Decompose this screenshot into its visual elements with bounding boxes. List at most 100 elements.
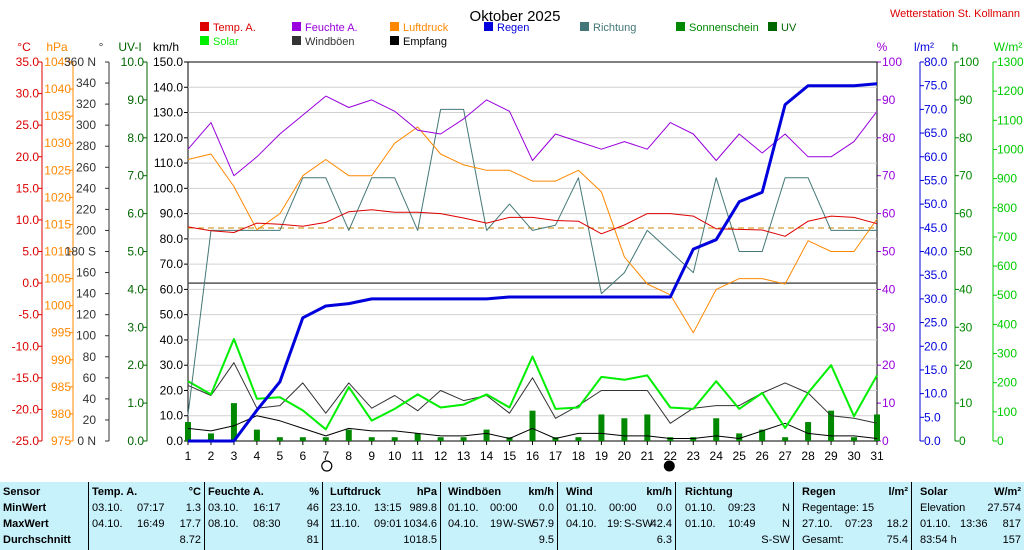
sunshine-bar (506, 437, 513, 441)
humidity-tick-label: 60 (882, 207, 896, 221)
direction-header: Richtung (685, 486, 733, 498)
temp-header: Temp. A. (92, 486, 138, 498)
series-line-temp-a (187, 209, 878, 237)
wind-tick-label: 110.0 (154, 156, 183, 170)
direction-tick-label: 180 S (65, 245, 96, 259)
humidity-header: Feuchte A. (208, 486, 264, 498)
gusts-header: Windböen (448, 486, 502, 498)
rain-days: Regentage: 15 (802, 502, 875, 514)
x-tick-label: 10 (388, 449, 402, 463)
temp-tick-label: 5.0 (22, 245, 39, 259)
sunshine-bar (575, 437, 582, 441)
direction-avg: S-SW (761, 534, 790, 546)
wind-min-time: 00:00 (609, 502, 637, 514)
gusts-min-date: 01.10. (448, 502, 479, 514)
new-moon-icon (663, 460, 675, 472)
solar-tick-label: 1200 (997, 84, 1024, 98)
uv-tick-label: 1.0 (127, 396, 144, 410)
x-tick-label: 14 (480, 449, 494, 463)
pressure-tick-label: 1005 (44, 272, 71, 286)
wind-max-value: 42.4 (650, 518, 672, 530)
sunhours-tick-label: 10 (959, 396, 973, 410)
legend-swatch (292, 36, 301, 45)
x-tick-label: 13 (457, 449, 471, 463)
stats-label-max: MaxWert (3, 518, 49, 530)
wind-tick-label: 90.0 (160, 207, 184, 221)
rain-max-value: 18.2 (886, 518, 908, 530)
temp-tick-label: 25.0 (16, 118, 40, 132)
x-tick-label: 29 (824, 449, 838, 463)
humidity-tick-label: 50 (882, 245, 896, 259)
solar-elevation-value: 27.574 (987, 502, 1021, 514)
wind-tick-label: 30.0 (160, 358, 184, 372)
wind-tick-label: 0.0 (166, 434, 183, 448)
temp-unit: °C (188, 486, 201, 498)
wind-tick-label: 130.0 (153, 106, 183, 120)
sunhours-tick-label: 90 (959, 93, 973, 107)
pressure-max-time: 09:01 (374, 518, 402, 530)
stats-col-pressure: Luftdruck hPa 23.10. 13:15 989.8 11.10. 09:0… (323, 482, 440, 550)
humidity-tick-label: 100 (882, 55, 902, 69)
uv-tick-label: 9.0 (127, 93, 144, 107)
solar-tick-label: 600 (997, 259, 1017, 273)
solar-tick-label: 400 (997, 317, 1017, 331)
legend-swatch (484, 22, 493, 31)
humidity-min-date: 03.10. (208, 502, 239, 514)
humidity-max-time: 08:30 (253, 518, 281, 530)
legend-label: Richtung (593, 22, 636, 34)
pressure-tick-label: 990 (51, 353, 71, 367)
x-tick-label: 26 (755, 449, 769, 463)
x-tick-label: 15 (503, 449, 517, 463)
x-tick-label: 8 (345, 449, 352, 463)
sunshine-bar (345, 429, 352, 441)
direction-tick-label: 360 N (64, 55, 96, 69)
gusts-max-direction: W-SW (503, 518, 535, 530)
temp-tick-label: -5.0 (18, 308, 39, 322)
direction-tick-label: 0 N (77, 434, 96, 448)
wind-min-value: 0.0 (656, 502, 672, 514)
wind-tick-label: 20.0 (160, 383, 184, 397)
sunshine-bar (207, 433, 214, 441)
plot-frame (187, 61, 878, 442)
stats-col-temp: Temp. A. °C 03.10. 07:17 1.3 04.10. 16:49 17.… (89, 482, 204, 550)
direction-max-value: N (782, 518, 790, 530)
x-tick-label: 7 (322, 449, 329, 463)
legend: Temp. A. Feuchte A. Luftdruck Regen Richtung… (200, 22, 797, 48)
legend-swatch (676, 22, 685, 31)
wind-tick-label: 50.0 (160, 308, 184, 322)
temp-tick-label: 30.0 (16, 87, 40, 101)
x-tick-label: 9 (368, 449, 375, 463)
wind-tick-label: 40.0 (160, 333, 184, 347)
axes: -25.0-20.0-15.0-10.0-5.00.05.010.015.020… (12, 40, 1024, 472)
wind-tick-label: 150.0 (153, 55, 183, 69)
x-tick-label: 1 (185, 449, 192, 463)
rain-tick-label: 70.0 (924, 102, 948, 116)
direction-tick-label: 280 (76, 139, 96, 153)
pressure-max-value: 1034.6 (403, 518, 437, 530)
sunhours-tick-label: 50 (959, 245, 973, 259)
legend-label: Solar (213, 36, 239, 48)
temp-tick-label: 20.0 (16, 150, 40, 164)
solar-unit: W/m² (994, 486, 1021, 498)
legend-label: Luftdruck (403, 22, 449, 34)
direction-tick-label: 140 (76, 287, 96, 301)
legend-label: Temp. A. (213, 22, 256, 34)
uv-tick-label: 6.0 (127, 207, 144, 221)
direction-tick-label: 40 (83, 392, 97, 406)
solar-axis-title: W/m² (994, 40, 1023, 54)
solar-tick-label: 1300 (997, 55, 1024, 69)
temp-tick-label: -15.0 (12, 371, 40, 385)
series-line-wind (187, 415, 878, 439)
direction-axis-title: ° (99, 40, 104, 54)
direction-tick-label: 300 (76, 118, 96, 132)
x-tick-label: 22 (664, 449, 678, 463)
pressure-min-time: 13:15 (374, 502, 402, 514)
temp-tick-label: 15.0 (16, 181, 40, 195)
sunshine-bar (667, 437, 674, 441)
pressure-tick-label: 1010 (44, 245, 71, 259)
series-line-solar (187, 338, 878, 431)
rain-max-time: 07:23 (845, 518, 873, 530)
stats-col-gusts: Windböen km/h 01.10. 00:00 0.0 04.10. 19 W-SW… (441, 482, 557, 550)
rain-tick-label: 0.0 (924, 434, 941, 448)
direction-min-value: N (782, 502, 790, 514)
